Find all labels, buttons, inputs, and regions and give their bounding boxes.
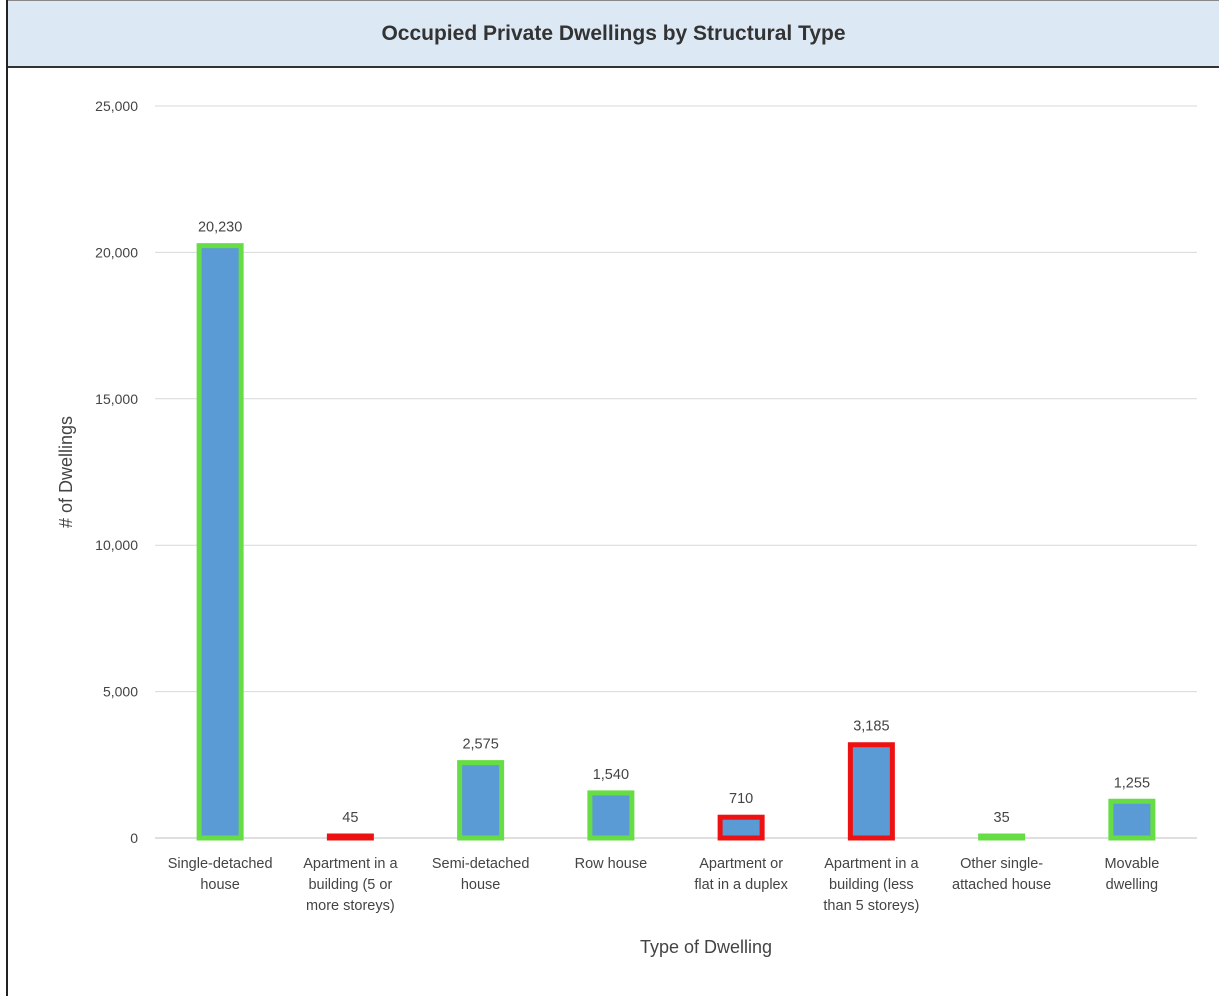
chart-title: Occupied Private Dwellings by Structural… <box>381 21 846 45</box>
data-label: 1,255 <box>1114 775 1150 791</box>
data-label: 20,230 <box>198 220 242 236</box>
x-tick-label: Other single-attached house <box>952 856 1051 893</box>
y-tick-label: 15,000 <box>95 391 138 407</box>
x-tick-label: Apartment in a building (less than 5 store… <box>823 856 919 914</box>
x-tick-label: Row house <box>575 856 648 872</box>
data-label: 2,575 <box>462 737 498 753</box>
bar <box>196 243 244 841</box>
y-tick-label: 25,000 <box>95 98 138 114</box>
bar <box>1108 798 1156 841</box>
bar <box>326 833 374 841</box>
y-tick-label: 5,000 <box>103 684 138 700</box>
y-tick-label: 10,000 <box>95 537 138 553</box>
bar <box>587 790 635 841</box>
y-axis-title: # of Dwellings <box>56 416 76 528</box>
y-tick-label: 0 <box>130 830 138 846</box>
bar <box>847 742 895 841</box>
x-tick-label: Apartment in a building (5 or more storeys… <box>303 856 398 914</box>
data-label: 710 <box>729 791 753 807</box>
data-label: 3,185 <box>853 719 889 735</box>
data-label: 1,540 <box>593 767 629 783</box>
bar <box>457 760 505 841</box>
y-tick-label: 20,000 <box>95 244 138 260</box>
x-tick-label: Semi-detached house <box>432 856 530 893</box>
data-label: 35 <box>994 810 1010 826</box>
x-tick-label: Apartment or flat in a duplex <box>694 856 788 893</box>
bar <box>717 814 765 841</box>
x-axis-title: Type of Dwelling <box>640 937 772 957</box>
x-tick-label: Single-detached house <box>168 856 273 893</box>
x-tick-label: Movable dwelling <box>1104 856 1159 893</box>
bar <box>978 833 1026 841</box>
data-label: 45 <box>342 810 358 826</box>
chart-title-bar: Occupied Private Dwellings by Structural… <box>8 0 1219 68</box>
